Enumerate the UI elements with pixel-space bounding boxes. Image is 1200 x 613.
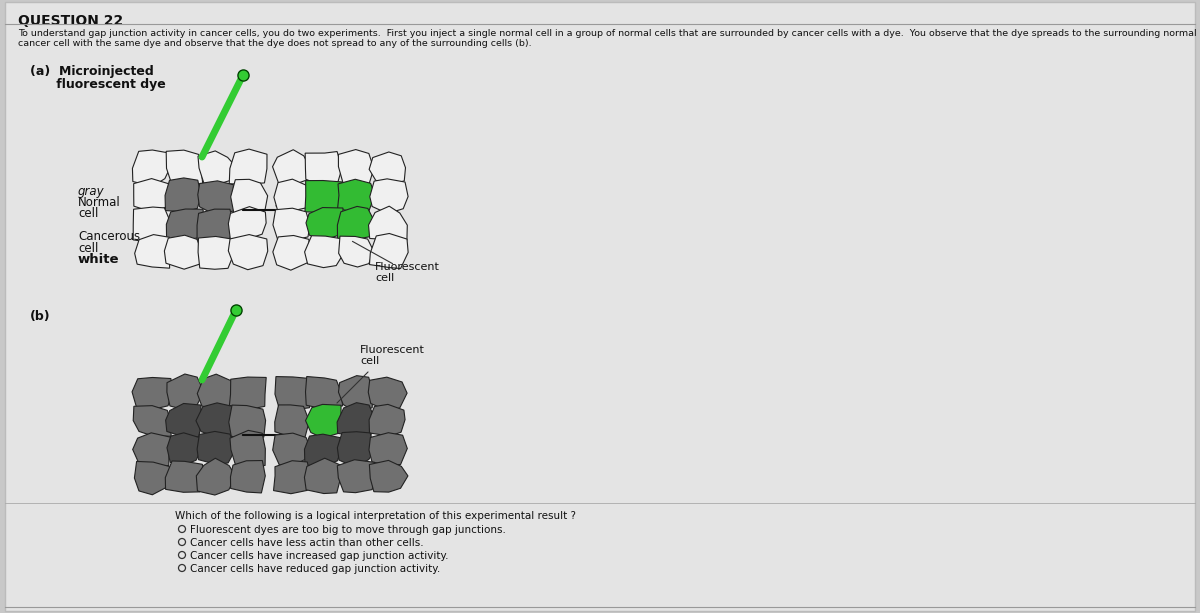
Polygon shape <box>337 207 376 239</box>
Polygon shape <box>337 403 376 436</box>
Polygon shape <box>166 150 203 184</box>
Polygon shape <box>337 432 374 467</box>
Polygon shape <box>228 207 266 240</box>
Polygon shape <box>274 179 312 211</box>
Polygon shape <box>229 149 266 184</box>
Polygon shape <box>229 377 266 409</box>
Polygon shape <box>370 152 406 186</box>
Text: QUESTION 22: QUESTION 22 <box>18 14 124 28</box>
Polygon shape <box>133 207 172 242</box>
Text: Cancer cells have less actin than other cells.: Cancer cells have less actin than other … <box>190 538 424 548</box>
Polygon shape <box>306 376 342 409</box>
Text: Fluorescent dyes are too big to move through gap junctions.: Fluorescent dyes are too big to move thr… <box>190 525 506 535</box>
Text: fluorescent dye: fluorescent dye <box>30 78 166 91</box>
Polygon shape <box>370 405 406 436</box>
Text: cell: cell <box>374 273 395 283</box>
Polygon shape <box>166 403 202 437</box>
Polygon shape <box>230 430 265 465</box>
Polygon shape <box>368 433 407 465</box>
Polygon shape <box>198 181 234 215</box>
Polygon shape <box>337 460 374 493</box>
Polygon shape <box>166 461 204 492</box>
Polygon shape <box>164 235 202 269</box>
Text: Normal: Normal <box>78 196 121 209</box>
Polygon shape <box>133 178 172 212</box>
Polygon shape <box>197 459 235 495</box>
Polygon shape <box>198 237 234 269</box>
Text: (b): (b) <box>30 310 50 323</box>
Text: Cancer cells have reduced gap junction activity.: Cancer cells have reduced gap junction a… <box>190 564 440 574</box>
Polygon shape <box>306 208 343 240</box>
Polygon shape <box>370 460 408 492</box>
Polygon shape <box>305 151 342 186</box>
Text: To understand gap junction activity in cancer cells, you do two experiments.  Fi: To understand gap junction activity in c… <box>18 29 1200 38</box>
Text: Cancer cells have increased gap junction activity.: Cancer cells have increased gap junction… <box>190 551 449 561</box>
Polygon shape <box>133 406 172 436</box>
Polygon shape <box>167 209 204 240</box>
Text: Which of the following is a logical interpretation of this experimental result ?: Which of the following is a logical inte… <box>175 511 576 521</box>
Text: cell: cell <box>78 207 98 220</box>
Polygon shape <box>229 405 265 440</box>
Polygon shape <box>275 376 311 410</box>
Polygon shape <box>338 236 373 267</box>
Polygon shape <box>338 376 373 411</box>
Polygon shape <box>305 180 343 213</box>
Polygon shape <box>132 150 169 186</box>
Polygon shape <box>368 377 407 411</box>
Text: (a)  Microinjected: (a) Microinjected <box>30 65 154 78</box>
Text: cancer cell with the same dye and observe that the dye does not spread to any of: cancer cell with the same dye and observ… <box>18 39 532 48</box>
Polygon shape <box>198 151 236 185</box>
Polygon shape <box>305 236 344 268</box>
Polygon shape <box>368 206 407 240</box>
Polygon shape <box>337 179 374 213</box>
Text: Fluorescent: Fluorescent <box>360 345 425 355</box>
Polygon shape <box>197 432 235 465</box>
Polygon shape <box>272 208 310 240</box>
Text: cell: cell <box>78 242 98 255</box>
Polygon shape <box>272 433 311 465</box>
Polygon shape <box>197 209 234 241</box>
Polygon shape <box>132 378 172 410</box>
Polygon shape <box>133 433 170 466</box>
Text: Cancerous: Cancerous <box>78 230 140 243</box>
Polygon shape <box>167 374 204 409</box>
Polygon shape <box>230 180 268 214</box>
Polygon shape <box>197 374 233 409</box>
Polygon shape <box>272 235 310 270</box>
Polygon shape <box>167 433 202 465</box>
Polygon shape <box>134 235 169 268</box>
Polygon shape <box>230 460 265 493</box>
Text: gray: gray <box>78 185 104 198</box>
Polygon shape <box>305 434 341 466</box>
Polygon shape <box>196 403 236 437</box>
Polygon shape <box>274 461 310 493</box>
Polygon shape <box>370 234 408 268</box>
Polygon shape <box>272 150 310 186</box>
Polygon shape <box>370 179 408 213</box>
Polygon shape <box>338 150 374 185</box>
FancyBboxPatch shape <box>5 2 1195 611</box>
Text: white: white <box>78 253 120 266</box>
Text: Fluorescent: Fluorescent <box>374 262 440 272</box>
Text: cell: cell <box>360 356 379 366</box>
Polygon shape <box>275 405 310 438</box>
Polygon shape <box>134 462 170 495</box>
Polygon shape <box>166 178 202 211</box>
Polygon shape <box>306 405 342 438</box>
Polygon shape <box>305 458 342 493</box>
Polygon shape <box>228 235 268 270</box>
